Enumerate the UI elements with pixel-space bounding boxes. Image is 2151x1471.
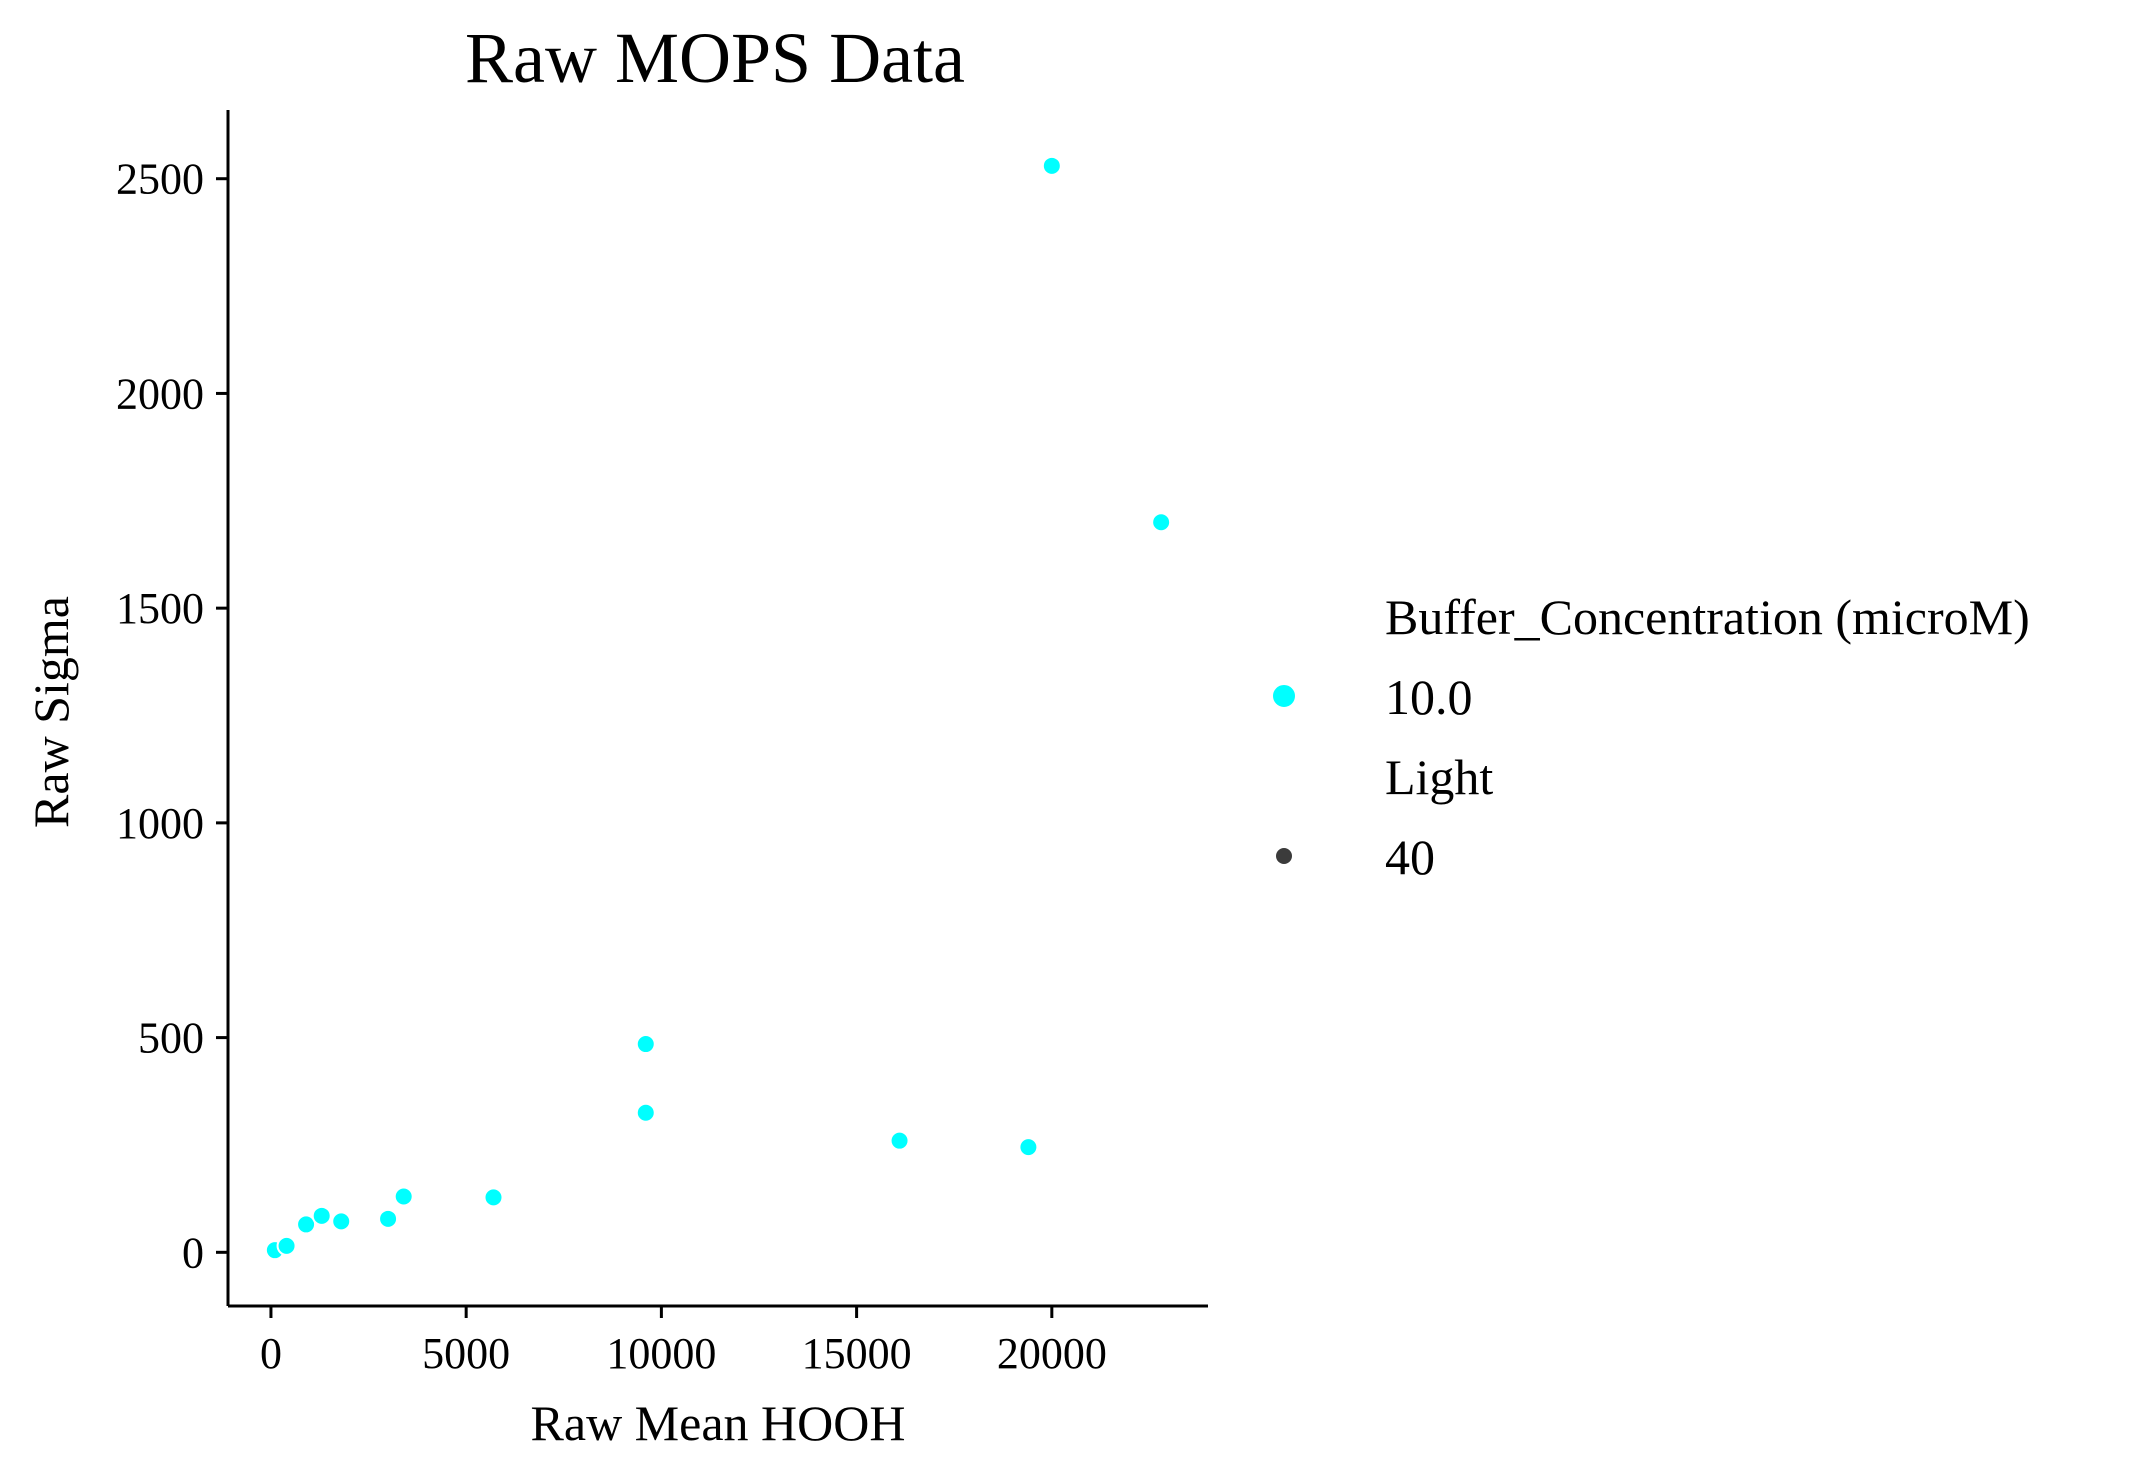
data-point: [331, 1211, 352, 1232]
y-axis-label: Raw Sigma: [23, 596, 79, 828]
legend-size-entry: 40: [1385, 829, 1435, 885]
y-tick-label: 1000: [116, 799, 204, 848]
y-tick-label: 2000: [116, 369, 204, 418]
y-tick-label: 1500: [116, 584, 204, 633]
legend-size-marker: [1276, 848, 1292, 864]
chart-title: Raw MOPS Data: [465, 18, 965, 98]
legend-hue-title: Buffer_Concentration (microM): [1385, 589, 2030, 645]
data-point: [378, 1208, 399, 1229]
data-point: [296, 1214, 317, 1235]
y-tick-label: 2500: [116, 155, 204, 204]
x-ticks: 0 5000 10000 15000 20000: [260, 1306, 1107, 1378]
legend-hue-entry: 10.0: [1385, 669, 1473, 725]
data-point: [635, 1102, 656, 1123]
data-point: [311, 1205, 332, 1226]
data-point: [1151, 512, 1172, 533]
x-tick-label: 15000: [802, 1329, 912, 1378]
legend-size-title: Light: [1385, 749, 1493, 805]
data-point: [635, 1034, 656, 1055]
y-tick-label: 500: [138, 1014, 204, 1063]
x-tick-label: 0: [260, 1329, 282, 1378]
data-point: [483, 1187, 504, 1208]
x-tick-label: 20000: [997, 1329, 1107, 1378]
data-point: [1041, 155, 1062, 176]
x-tick-label: 10000: [606, 1329, 716, 1378]
axes: [226, 110, 1208, 1308]
data-point: [393, 1186, 414, 1207]
data-points: [264, 155, 1172, 1261]
x-tick-label: 5000: [422, 1329, 510, 1378]
x-axis-label: Raw Mean HOOH: [531, 1395, 906, 1451]
legend: Buffer_Concentration (microM) 10.0 Light…: [1271, 589, 2030, 885]
data-point: [889, 1130, 910, 1151]
data-point: [1018, 1137, 1039, 1158]
legend-hue-marker: [1271, 683, 1297, 709]
data-point: [276, 1235, 297, 1256]
y-tick-label: 0: [182, 1228, 204, 1277]
y-ticks: 0 500 1000 1500 2000 2500: [116, 155, 228, 1277]
